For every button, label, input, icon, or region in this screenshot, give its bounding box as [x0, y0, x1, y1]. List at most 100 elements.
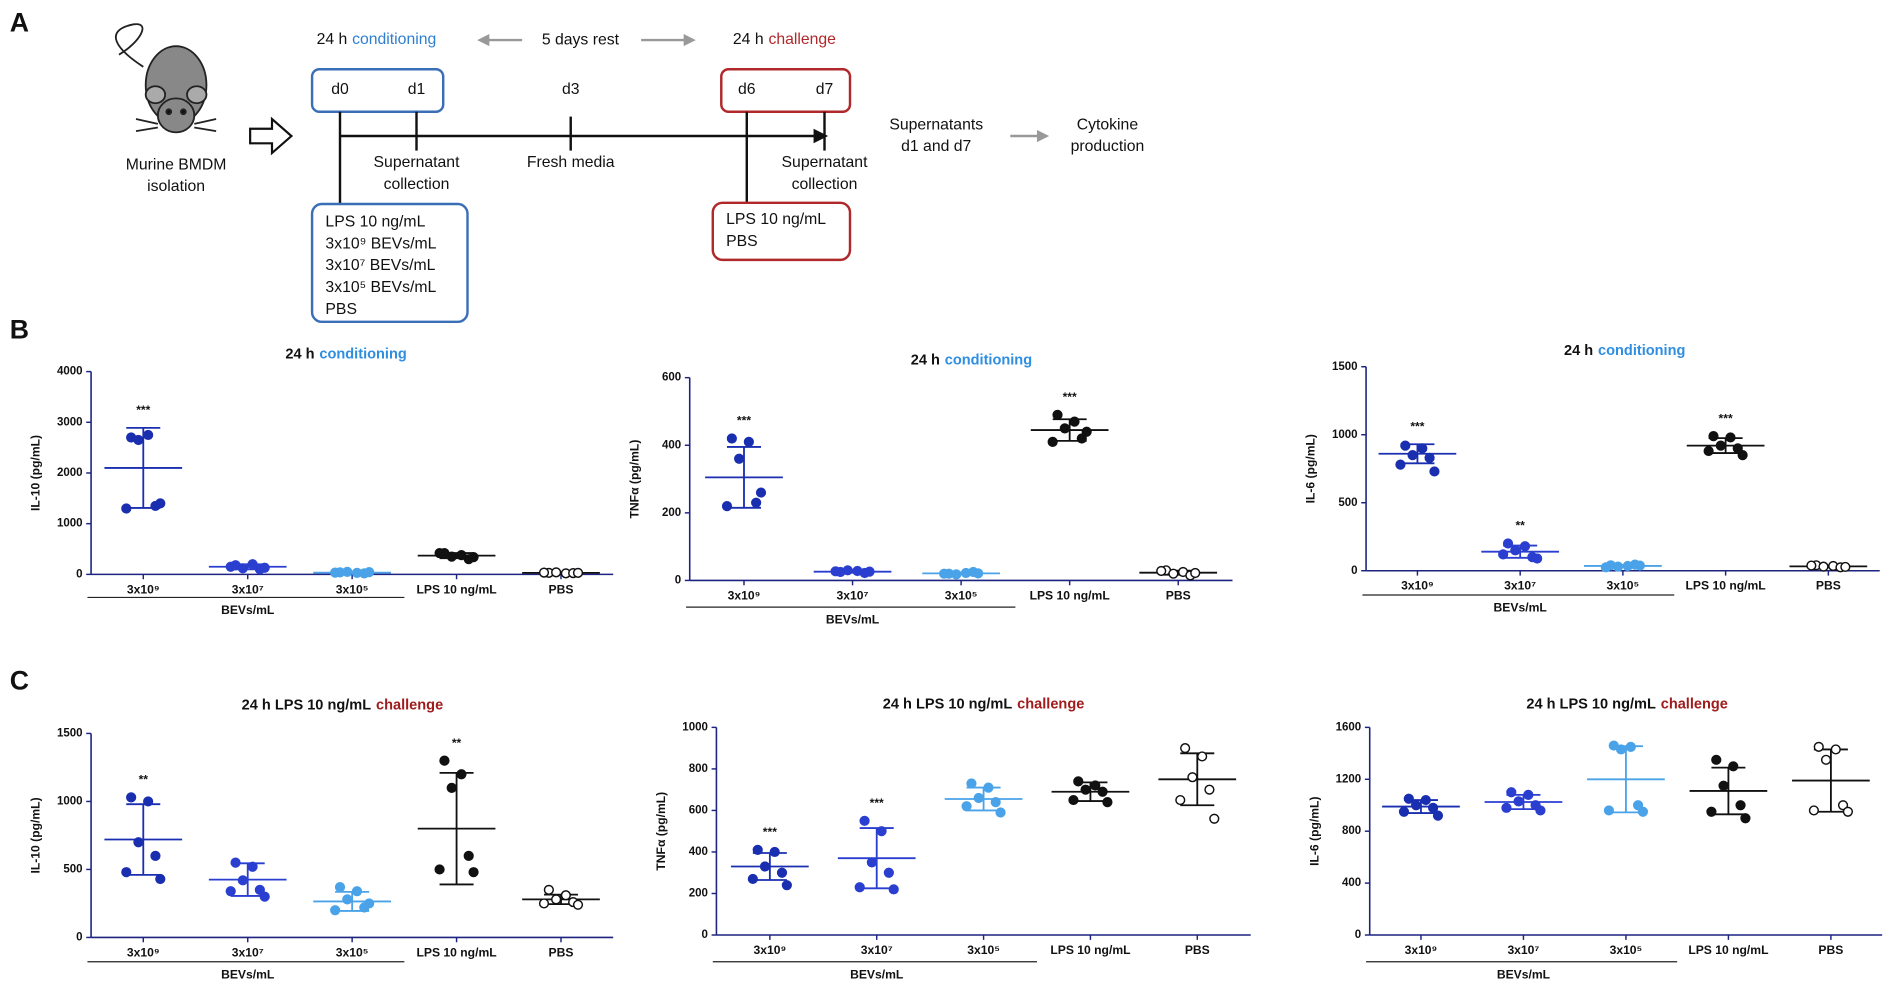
- treatment-box: [711, 201, 852, 262]
- data-point: [351, 886, 363, 897]
- title-part: 24 h: [1564, 343, 1593, 359]
- data-point: [1190, 567, 1201, 579]
- data-point: [1523, 789, 1534, 800]
- data-point: [1410, 800, 1422, 811]
- x-tick-label: 3x10⁷: [232, 582, 264, 596]
- significance: ***: [136, 403, 150, 417]
- treatment: 3x10⁹ BEVs/mL: [325, 235, 436, 252]
- y-axis-label: IL-6 (pg/mL): [1307, 797, 1321, 866]
- x-tick-label: 3x10⁷: [861, 943, 893, 957]
- readout-arrow: [1010, 129, 1050, 143]
- data-point: [876, 826, 887, 837]
- data-point: [342, 894, 353, 905]
- title-part: challenge: [1017, 696, 1084, 712]
- data-point: [726, 433, 737, 444]
- panel-label: C: [10, 666, 29, 696]
- data-point: [551, 567, 562, 578]
- conditioning-title: 24 h conditioning: [317, 31, 437, 48]
- x-tick-label: 3x10⁷: [1507, 943, 1539, 957]
- data-point: [468, 867, 479, 878]
- data-point: [883, 867, 894, 878]
- significance: ***: [1063, 390, 1077, 404]
- significance: ***: [1719, 411, 1733, 425]
- readout: Supernatants: [889, 116, 983, 133]
- title-part: 24 h: [911, 353, 940, 369]
- data-point: [1209, 813, 1220, 824]
- title-part: 24 h: [733, 31, 764, 48]
- x-tick-label: 3x10⁷: [1504, 579, 1536, 593]
- data-point: [888, 884, 899, 895]
- data-point: [121, 867, 132, 878]
- title-part: challenge: [768, 31, 836, 48]
- data-point: [1728, 761, 1739, 772]
- x-tick-label: 3x10⁵: [336, 945, 369, 959]
- data-point: [364, 566, 375, 578]
- data-point: [1197, 751, 1208, 762]
- data-point: [1806, 560, 1817, 571]
- data-point: [1429, 466, 1440, 477]
- title-part: 24 h LPS 10 ng/mL: [242, 697, 372, 713]
- data-point: [543, 884, 554, 895]
- data-point: [1168, 568, 1179, 579]
- data-point: [1424, 452, 1435, 463]
- data-point: [1711, 754, 1722, 765]
- significance: ***: [763, 825, 777, 839]
- readout: Cytokine: [1077, 116, 1139, 133]
- panel-label: B: [10, 315, 29, 345]
- treatment-box: [310, 202, 469, 324]
- data-point: [1068, 794, 1079, 806]
- data-point: [259, 562, 270, 573]
- treatment: 3x10⁵ BEVs/mL: [325, 279, 436, 296]
- data-point: [721, 500, 733, 512]
- y-tick-label: 1000: [57, 518, 83, 530]
- data-point: [1600, 562, 1611, 573]
- x-tick-label: LPS 10 ng/mL: [1688, 943, 1769, 957]
- data-point: [743, 436, 754, 447]
- data-point: [1725, 432, 1736, 443]
- chart-title: 24 h LPS 10 ng/mL challenge: [883, 696, 1085, 712]
- y-tick-label: 3000: [57, 416, 83, 428]
- data-point: [1501, 802, 1512, 813]
- data-point: [538, 567, 550, 578]
- x-tick-label: PBS: [549, 582, 574, 596]
- data-point: [1097, 786, 1108, 797]
- data-point: [1175, 794, 1186, 806]
- data-point: [1180, 743, 1191, 754]
- step-label: Fresh media: [527, 154, 615, 171]
- data-point: [1156, 565, 1167, 577]
- data-point: [254, 884, 265, 895]
- data-point: [1073, 776, 1084, 787]
- data-point: [143, 796, 154, 807]
- chart-title: 24 h conditioning: [911, 353, 1032, 369]
- chart-title: 24 h LPS 10 ng/mL challenge: [1526, 696, 1728, 712]
- data-point: [225, 561, 236, 572]
- y-tick-label: 1000: [1332, 429, 1358, 441]
- data-point: [1081, 426, 1092, 437]
- data-point: [1187, 772, 1198, 783]
- challenge-title: 24 h challenge: [733, 31, 836, 48]
- title-part: challenge: [1661, 696, 1728, 712]
- data-point: [1532, 553, 1543, 564]
- data-point: [1740, 813, 1751, 824]
- significance: ***: [870, 796, 884, 810]
- treatment: LPS 10 ng/mL: [726, 211, 826, 228]
- y-tick-label: 600: [662, 372, 681, 384]
- flow-arrow: [249, 116, 294, 156]
- y-tick-label: 0: [675, 574, 681, 586]
- mouse-label: isolation: [147, 178, 205, 195]
- data-point: [1708, 430, 1719, 442]
- data-point: [842, 565, 853, 576]
- readout: d1 and d7: [901, 138, 971, 155]
- day: d3: [562, 81, 580, 98]
- step-label: collection: [792, 176, 858, 193]
- data-point: [456, 769, 467, 780]
- group-label: BEVs/mL: [221, 967, 275, 981]
- data-point: [155, 498, 166, 509]
- data-point: [1612, 561, 1624, 572]
- data-point: [342, 566, 353, 577]
- y-axis-label: IL-6 (pg/mL): [1304, 434, 1318, 503]
- data-point: [463, 850, 474, 861]
- x-tick-label: 3x10⁹: [753, 943, 786, 957]
- x-tick-label: PBS: [1166, 588, 1191, 602]
